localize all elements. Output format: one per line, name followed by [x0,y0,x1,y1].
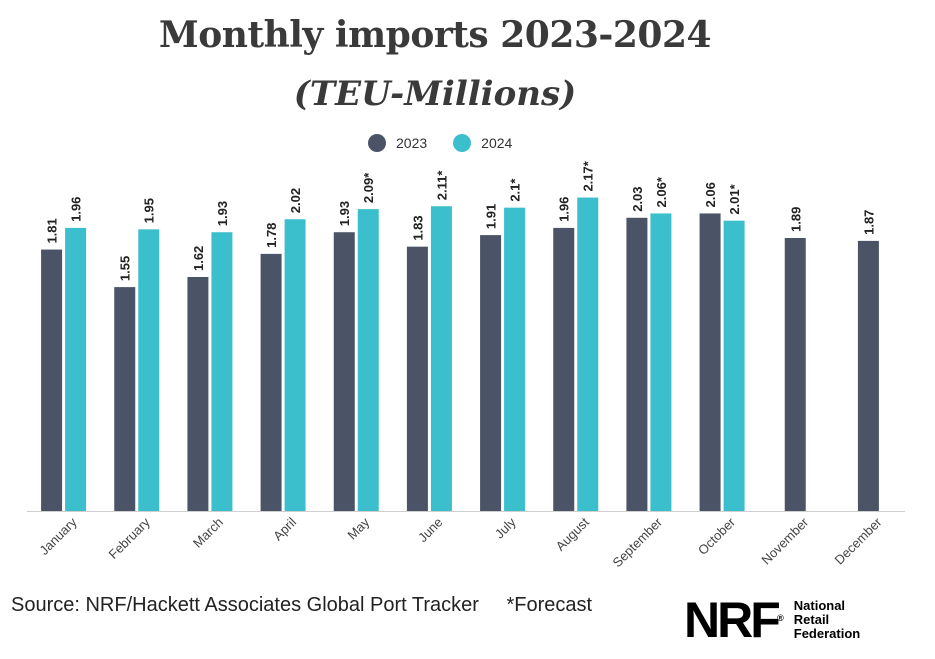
tick-label-may: May [344,514,372,542]
bar-2023-march [187,277,209,511]
legend-label-2023: 2023 [396,135,428,151]
tick-label-april: April [270,514,299,543]
logo-line-3: Federation [793,626,861,641]
data-label-2024-may: 2.09* [361,172,376,203]
bar-2023-june [406,246,428,511]
tick-label-february: February [105,514,153,562]
data-label-2023-january: 1.81 [45,218,60,243]
bar-2023-april [260,253,282,511]
bar-2023-august [553,227,575,511]
legend-item-2023: 2023 [368,134,427,152]
bar-2023-february [114,287,136,511]
data-label-2023-october: 2.06 [703,182,718,207]
logo-text: National Retail Federation [794,599,860,641]
data-label-2023-december: 1.87 [861,210,876,235]
footer: Source: NRF/Hackett Associates Global Po… [11,594,592,617]
nrf-logo: NRF ® National Retail Federation [684,595,860,645]
bar-2023-july [480,235,502,511]
bar-2024-march [211,232,233,511]
bar-2024-may [357,209,379,511]
logo-line-2: Retail [793,612,830,627]
data-label-2024-march: 1.93 [215,201,230,226]
source-note: Source: NRF/Hackett Associates Global Po… [11,594,479,616]
bar-2024-august [577,197,599,512]
data-label-2023-september: 2.03 [630,186,645,211]
tick-label-january: January [36,514,80,558]
bar-2024-february [138,229,160,512]
tick-label-december: December [832,514,885,567]
tick-label-november: November [758,514,811,567]
logo-mark: NRF ® [684,595,784,645]
legend-item-2024: 2024 [453,134,512,152]
tick-label-october: October [695,514,739,558]
logo-mark-text: NRF [684,592,781,648]
data-label-2024-january: 1.96 [69,197,84,222]
bar-2023-october [699,213,721,511]
logo-registered: ® [777,613,784,623]
data-label-2023-august: 1.96 [557,197,572,222]
bar-2023-november [784,238,806,511]
data-label-2023-april: 1.78 [264,223,279,248]
bar-2023-september [626,217,648,511]
forecast-note: *Forecast [506,594,593,616]
data-label-2023-november: 1.89 [788,207,803,232]
bar-2024-june [430,206,452,511]
bar-2024-september [650,213,672,511]
chart-subtitle: (TEU-Millions) [293,74,577,114]
data-label-2024-february: 1.95 [142,198,157,223]
data-label-2024-august: 2.17* [581,160,596,191]
tick-label-july: July [492,514,519,541]
data-label-2024-june: 2.11* [434,170,449,201]
bar-2023-january [41,249,63,512]
bar-2024-january [65,227,87,511]
data-label-2023-february: 1.55 [118,256,133,281]
bar-2023-may [333,232,355,511]
legend-label-2024: 2024 [481,135,513,151]
data-label-2024-april: 2.02 [288,188,303,213]
logo-line-1: National [793,598,846,613]
legend: 2023 2024 [368,134,538,152]
bar-2024-october [723,220,745,511]
data-label-2023-july: 1.91 [484,204,499,229]
data-label-2023-march: 1.62 [191,246,206,271]
tick-label-august: August [553,514,592,553]
bar-2024-july [504,207,526,511]
data-label-2024-september: 2.06* [654,176,669,207]
legend-swatch-2024 [453,134,472,152]
bar-2023-december [857,240,879,511]
tick-label-september: September [609,514,665,570]
tick-label-june: June [415,515,446,546]
legend-swatch-2023 [368,134,386,152]
data-label-2024-october: 2.01* [727,183,742,214]
bar-chart: 1.81 1.96 January 1.55 1.95 February 1.62 1.93 M… [27,160,905,570]
data-label-2023-june: 1.83 [410,215,425,240]
tick-label-march: March [190,515,226,551]
data-label-2024-july: 2.1* [508,178,523,202]
bar-2024-april [284,219,306,511]
chart-title: Monthly imports 2023-2024 [158,14,712,56]
data-label-2023-may: 1.93 [337,201,352,226]
